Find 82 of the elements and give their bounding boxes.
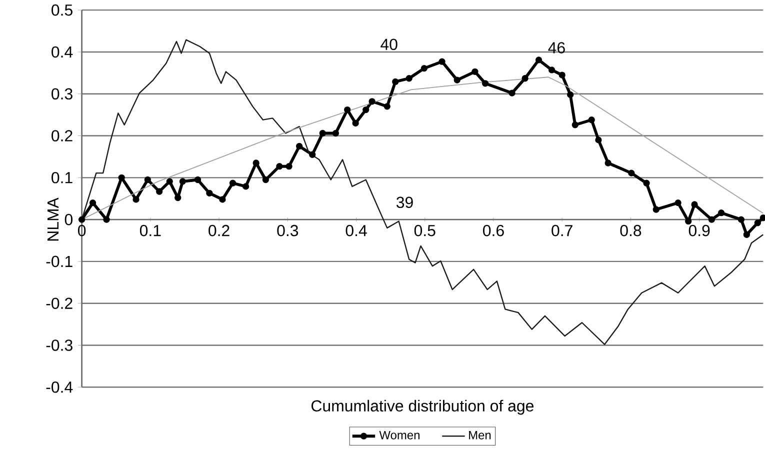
y-tick-label: 0 xyxy=(64,214,73,226)
point xyxy=(738,216,745,223)
x-tick-label: 0.7 xyxy=(552,224,572,236)
x-tick-label: 0.5 xyxy=(414,224,436,236)
point xyxy=(472,68,478,75)
point xyxy=(332,130,340,137)
point xyxy=(754,220,761,226)
point xyxy=(708,216,716,223)
point xyxy=(628,170,635,176)
point xyxy=(156,188,163,195)
point xyxy=(276,163,283,170)
x-tick-label: 0.9 xyxy=(688,224,710,236)
point xyxy=(522,75,528,82)
y-tick-label: -0.3 xyxy=(46,340,72,351)
x-tick-label: 0.2 xyxy=(208,224,230,236)
point xyxy=(144,176,152,184)
point xyxy=(206,190,213,196)
point xyxy=(166,178,173,185)
point xyxy=(286,163,292,170)
point xyxy=(567,91,574,98)
y-tick-label: 0.5 xyxy=(52,4,72,16)
x-tick-label: 0.1 xyxy=(140,224,161,236)
point xyxy=(319,130,326,137)
point xyxy=(482,80,489,87)
annotation: 39 xyxy=(396,196,413,208)
point xyxy=(103,216,110,223)
point xyxy=(438,58,446,65)
point xyxy=(392,78,399,86)
point xyxy=(309,151,316,158)
point xyxy=(368,98,376,105)
point xyxy=(132,196,140,203)
y-axis-title: NLMA xyxy=(48,198,58,241)
point xyxy=(118,174,125,181)
y-tick-label: 0.2 xyxy=(52,130,72,142)
annotation: 40 xyxy=(380,38,398,50)
x-tick-label: 0.3 xyxy=(277,224,298,236)
legend-label: Women xyxy=(379,430,420,440)
point xyxy=(194,176,202,184)
y-tick-label: -0.1 xyxy=(46,256,72,268)
point xyxy=(588,116,595,124)
point xyxy=(595,136,602,144)
point xyxy=(242,183,250,190)
x-tick-label: 0.8 xyxy=(620,224,642,236)
point xyxy=(229,180,236,186)
point xyxy=(643,180,650,186)
x-axis-title: Cumumlative distribution of age xyxy=(312,400,534,415)
point xyxy=(78,216,86,223)
point xyxy=(420,64,428,72)
point xyxy=(743,231,750,238)
point xyxy=(252,160,260,166)
point xyxy=(652,206,660,213)
point xyxy=(535,56,542,64)
y-tick-label: 0.4 xyxy=(52,46,73,58)
point xyxy=(548,66,556,74)
point xyxy=(718,210,725,216)
x-tick-label: 0.4 xyxy=(346,224,367,236)
point xyxy=(219,196,226,203)
y-tick-label: -0.4 xyxy=(46,381,73,393)
point xyxy=(572,122,578,128)
legend-label: Men xyxy=(469,430,491,440)
point xyxy=(296,142,303,150)
point xyxy=(674,199,682,206)
x-tick-label: 0.6 xyxy=(483,224,504,236)
point xyxy=(508,90,516,96)
point xyxy=(604,160,612,166)
point xyxy=(454,76,460,84)
point xyxy=(691,201,698,208)
point xyxy=(384,103,390,110)
point xyxy=(344,106,351,114)
y-tick-label: 0.1 xyxy=(52,172,72,184)
y-tick-label: -0.2 xyxy=(46,298,72,309)
point xyxy=(89,199,96,206)
point xyxy=(362,106,370,114)
point xyxy=(685,218,692,225)
annotation: 46 xyxy=(548,42,565,54)
point xyxy=(406,75,412,82)
point xyxy=(558,72,566,78)
point xyxy=(352,120,359,127)
point xyxy=(179,178,186,185)
point xyxy=(174,194,182,202)
y-tick-label: 0.3 xyxy=(52,88,72,100)
point xyxy=(262,176,270,184)
